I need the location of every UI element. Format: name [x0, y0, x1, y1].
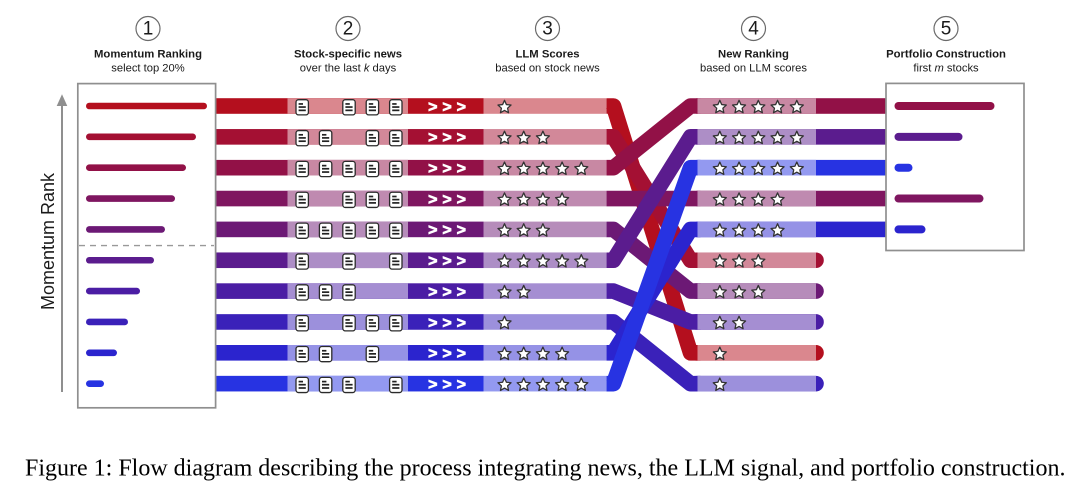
svg-text:Momentum Rank: Momentum Rank [38, 172, 58, 310]
svg-text:4: 4 [748, 19, 759, 40]
svg-text:1: 1 [143, 19, 154, 40]
svg-text:2: 2 [343, 19, 354, 40]
svg-text:>>>: >>> [428, 253, 471, 270]
svg-text:3: 3 [542, 19, 553, 40]
svg-text:>>>: >>> [428, 376, 471, 393]
svg-text:LLM Scores: LLM Scores [515, 48, 579, 60]
svg-text:first m stocks: first m stocks [913, 62, 979, 74]
svg-text:over the last k days: over the last k days [300, 62, 397, 74]
svg-text:based on LLM scores: based on LLM scores [700, 62, 807, 74]
svg-text:Stock-specific news: Stock-specific news [294, 48, 402, 60]
svg-text:>>>: >>> [428, 284, 471, 301]
svg-text:>>>: >>> [428, 130, 471, 147]
svg-text:>>>: >>> [428, 99, 471, 116]
svg-text:5: 5 [941, 19, 952, 40]
svg-text:>>>: >>> [428, 161, 471, 178]
svg-text:>>>: >>> [428, 191, 471, 208]
svg-text:based on stock news: based on stock news [495, 62, 600, 74]
svg-text:Momentum Ranking: Momentum Ranking [94, 48, 202, 60]
svg-text:>>>: >>> [428, 222, 471, 239]
svg-text:select top 20%: select top 20% [111, 62, 184, 74]
svg-text:Figure 1: Flow diagram describ: Figure 1: Flow diagram describing the pr… [25, 456, 1065, 482]
svg-text:New Ranking: New Ranking [718, 48, 789, 60]
svg-text:>>>: >>> [428, 346, 471, 363]
svg-text:Portfolio Construction: Portfolio Construction [886, 48, 1006, 60]
svg-text:>>>: >>> [428, 315, 471, 332]
